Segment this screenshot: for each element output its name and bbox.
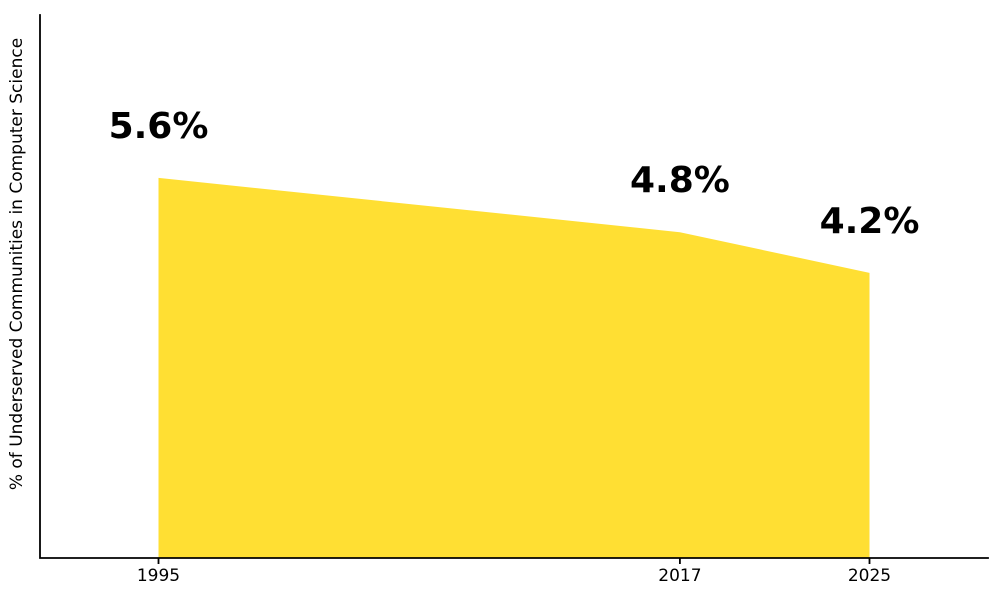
- x-axis-ticks: 1995 2017 2025: [137, 558, 891, 586]
- point-value-label: 5.6%: [109, 106, 209, 147]
- point-value-label: 4.2%: [820, 201, 920, 242]
- area-fill: [158, 177, 870, 558]
- x-tick-label: 2025: [848, 566, 891, 586]
- point-value-label: 4.8%: [630, 160, 730, 201]
- x-tick-label: 2017: [658, 566, 701, 586]
- point-labels: 5.6% 4.8% 4.2%: [109, 106, 920, 242]
- x-tick-label: 1995: [137, 566, 180, 586]
- area-series: [158, 177, 870, 558]
- y-axis-label: % of Underserved Communities in Computer…: [7, 38, 27, 490]
- axes-spines: [39, 14, 989, 559]
- axis-spine: [39, 14, 989, 559]
